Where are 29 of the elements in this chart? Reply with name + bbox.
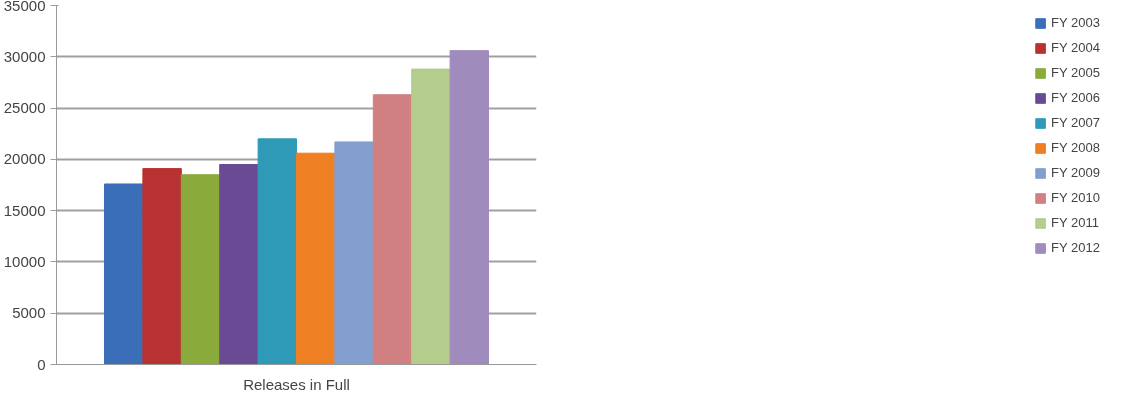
y-tick-label: 25000: [3, 99, 46, 117]
legend-label: FY 2003: [1051, 15, 1100, 30]
x-tick-label: Releases in Full: [243, 375, 350, 393]
bar: [142, 168, 182, 365]
bar: [449, 50, 489, 365]
bar: [219, 163, 259, 365]
legend-label: FY 2004: [1051, 40, 1100, 55]
y-tick-label: 20000: [3, 150, 46, 168]
legend-label: FY 2006: [1051, 90, 1100, 105]
legend-label: FY 2010: [1051, 190, 1100, 205]
bar: [334, 141, 374, 365]
y-tick-label: 15000: [3, 201, 46, 219]
bar: [104, 183, 144, 365]
bar: [372, 94, 413, 365]
legend-label: FY 2005: [1051, 65, 1100, 80]
legend-label: FY 2012: [1051, 240, 1100, 255]
bar: [257, 138, 297, 365]
y-tick-label: 10000: [3, 252, 46, 270]
y-tick-label: 5000: [12, 304, 46, 322]
bar: [411, 68, 451, 365]
legend-label: FY 2009: [1051, 165, 1100, 180]
legend-label: FY 2007: [1051, 115, 1100, 130]
bar: [180, 174, 221, 365]
y-tick-label: 30000: [3, 47, 46, 65]
y-tick-label: 35000: [3, 0, 46, 14]
legend-label: FY 2008: [1051, 140, 1100, 155]
y-tick-label: 0: [37, 355, 46, 373]
bar: [296, 152, 336, 365]
legend-label: FY 2011: [1051, 215, 1100, 230]
